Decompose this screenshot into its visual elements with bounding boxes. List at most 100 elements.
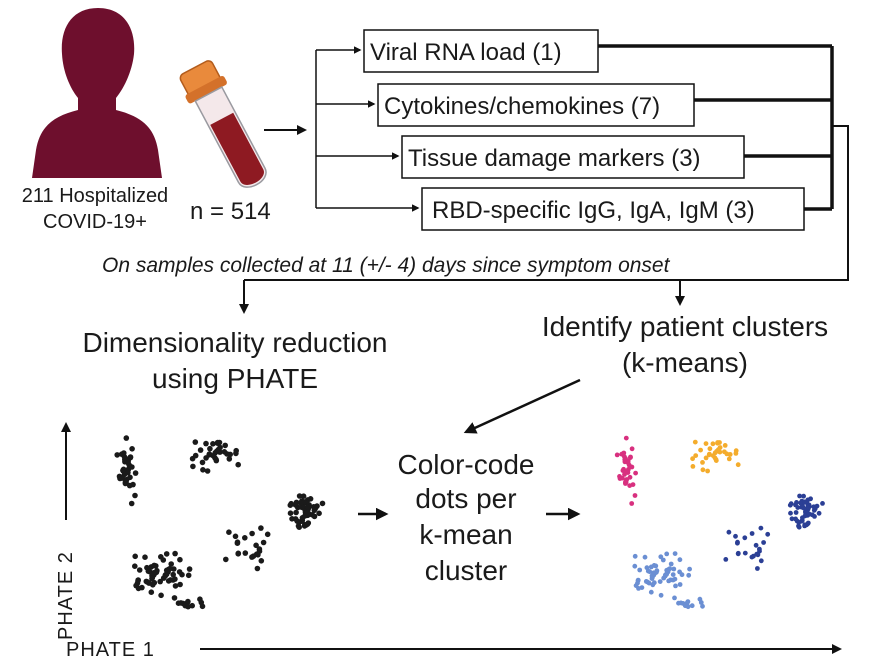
scatter-dot: [175, 600, 182, 606]
scatter-dot: [199, 459, 206, 466]
blood-tube-icon: [179, 60, 267, 188]
scatter-dot: [242, 550, 249, 556]
cluster-dot: [808, 496, 813, 502]
scatter-dot: [258, 558, 265, 564]
scatter-dot: [125, 460, 131, 466]
cluster-dot: [625, 470, 631, 475]
cluster-dot: [758, 525, 764, 531]
scatter-dot: [311, 513, 318, 520]
scatter-dot: [214, 440, 221, 447]
scatter-dot: [185, 572, 192, 579]
cluster-dot: [677, 569, 682, 575]
cluster-dot: [637, 567, 643, 573]
dim-reduction-line-2: using PHATE: [152, 363, 318, 394]
cluster-dot: [814, 503, 820, 509]
cluster-dot: [707, 446, 713, 452]
cluster-dot: [700, 460, 705, 465]
cluster-dot: [632, 563, 638, 569]
cluster-dot: [689, 603, 695, 609]
scatter-dot: [223, 556, 229, 563]
cluster-dot: [722, 443, 728, 448]
arrow-to-color-code: [463, 378, 581, 434]
scatter-dot: [203, 440, 209, 447]
scatter-dot: [125, 469, 131, 476]
scatter-dot: [170, 577, 176, 583]
scatter-dot: [226, 456, 233, 462]
scatter-dot: [153, 563, 159, 569]
color-code-line-2: dots per: [415, 483, 516, 514]
scatter-dot: [254, 565, 261, 572]
scatter-dot: [136, 567, 143, 573]
cluster-dot: [789, 516, 795, 522]
cluster-dot: [801, 499, 807, 505]
cluster-dot: [700, 467, 706, 473]
scatter-dot: [186, 566, 193, 572]
scatter-dot: [192, 452, 199, 459]
cluster-dot: [726, 529, 732, 535]
svg-text:Tissue damage markers (3): Tissue damage markers (3): [408, 145, 701, 172]
scatter-dot: [176, 569, 183, 575]
assay-branch-connector: [315, 46, 420, 212]
cluster-dot: [796, 524, 802, 530]
cluster-dot: [715, 440, 720, 446]
scatter-dot: [185, 598, 191, 605]
cluster-dot: [654, 568, 660, 574]
scatter-dot: [227, 451, 233, 458]
cluster-dot: [698, 447, 703, 453]
assay-box-rbd-antibodies: RBD-specific IgG, IgA, IgM (3): [421, 187, 805, 231]
cluster-dot: [614, 452, 620, 458]
cluster-dot: [735, 462, 741, 468]
assay-box-cytokines: Cytokines/chemokines (7): [377, 83, 695, 127]
cluster-dot: [690, 464, 696, 469]
cluster-dot: [632, 493, 638, 498]
svg-text:Cytokines/chemokines (7): Cytokines/chemokines (7): [384, 93, 660, 120]
cluster-dot: [632, 553, 638, 559]
scatter-dot: [288, 500, 295, 507]
dim-reduction-line-1: Dimensionality reduction: [82, 327, 387, 358]
cluster-dot: [802, 523, 807, 529]
scatter-dot: [172, 550, 178, 557]
cluster-dot: [692, 439, 698, 445]
scatter-dot: [319, 500, 326, 507]
cluster-dot: [660, 557, 666, 563]
scatter-dot: [242, 535, 248, 541]
cluster-dot: [820, 501, 825, 506]
scatter-dot: [226, 529, 232, 535]
scatter-dot: [210, 441, 216, 447]
scatter-dot: [204, 468, 211, 474]
cluster-dot: [749, 554, 755, 560]
scatter-dot: [234, 540, 241, 546]
cluster-dot: [742, 550, 748, 556]
scatter-dot: [163, 551, 170, 557]
scatter-dot: [232, 533, 239, 540]
color-code-line-4: cluster: [425, 555, 507, 586]
cluster-dot: [753, 542, 759, 548]
cluster-dot: [668, 561, 674, 567]
cluster-dot: [697, 596, 703, 602]
cluster-dot: [693, 453, 699, 458]
cluster-dot: [805, 520, 811, 526]
cluster-dot: [812, 514, 817, 519]
cluster-dot: [723, 557, 729, 562]
cluster-dot: [805, 504, 811, 510]
scatter-dot: [292, 516, 299, 522]
sampling-note: On samples collected at 11 (+/- 4) days …: [102, 254, 671, 277]
scatter-dot: [170, 571, 176, 578]
cluster-dot: [700, 603, 705, 609]
scatter-dot: [127, 454, 134, 461]
cluster-dot: [798, 500, 803, 506]
cluster-dot: [630, 482, 636, 487]
cluster-dot: [715, 447, 721, 453]
scatter-dot: [200, 467, 206, 473]
scatter-dot: [114, 452, 120, 458]
scatter-dot: [292, 502, 299, 508]
scatter-dot: [296, 519, 302, 526]
scatter-dot: [192, 439, 199, 445]
cluster-dot: [722, 449, 727, 455]
scatter-dot: [253, 542, 259, 549]
scatter-dot: [151, 579, 158, 586]
cluster-dot: [727, 452, 733, 457]
scatter-dot: [129, 446, 135, 452]
cluster-dot: [816, 510, 822, 516]
cluster-dot: [677, 557, 683, 563]
